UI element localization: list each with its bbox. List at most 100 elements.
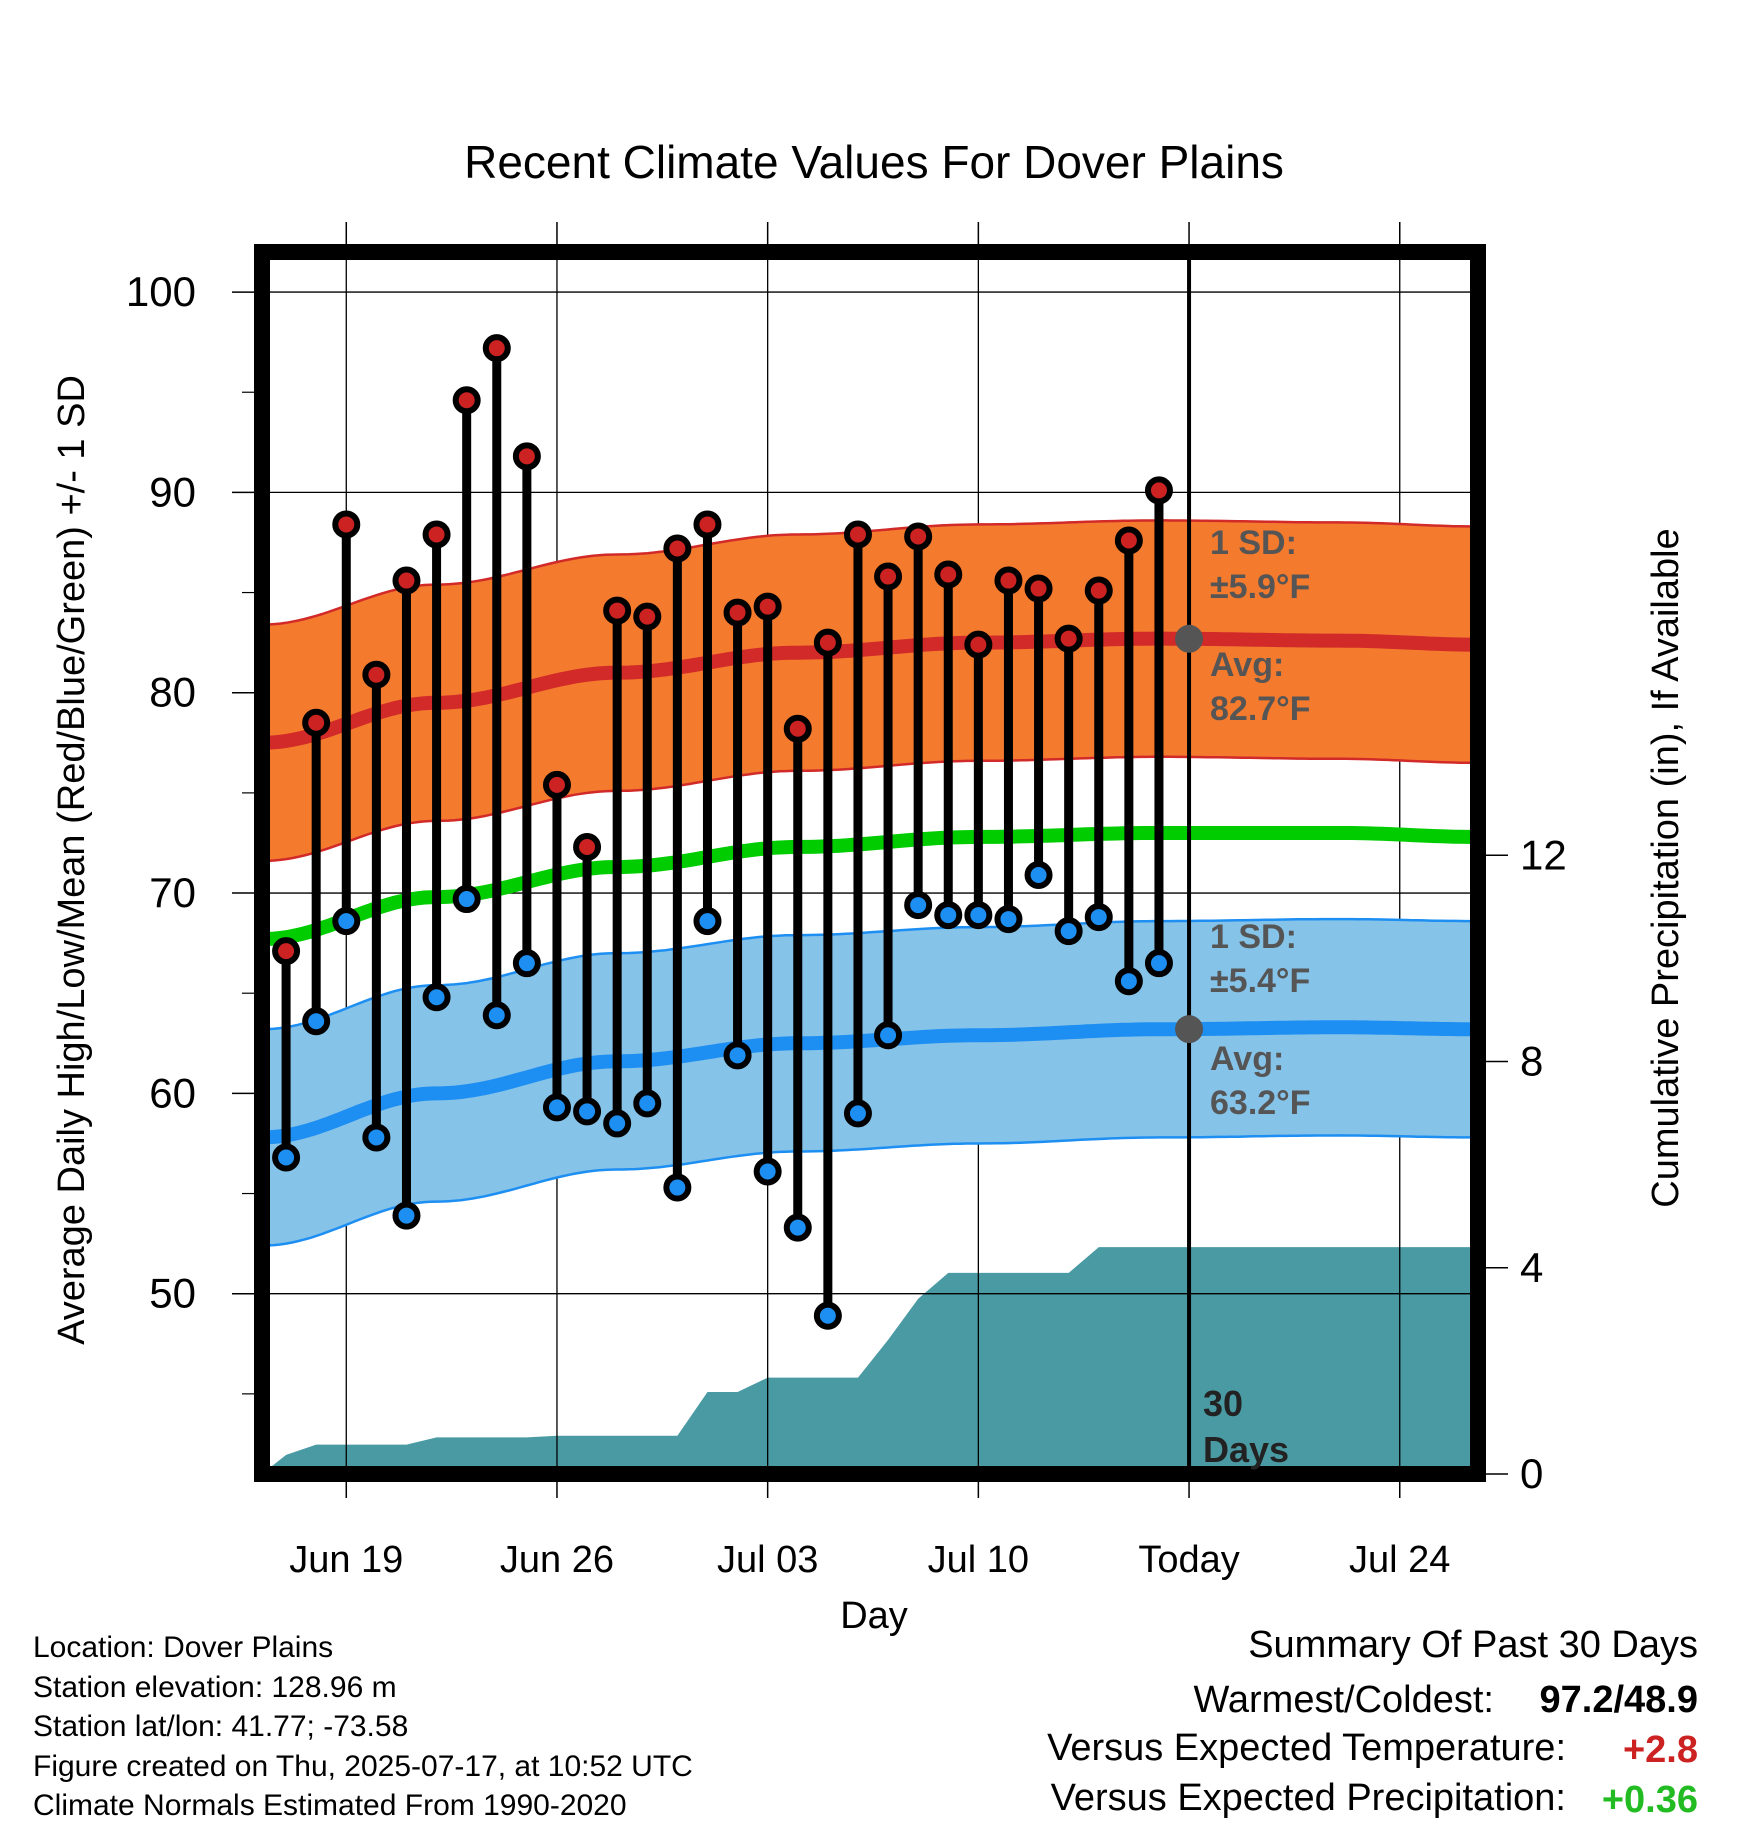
daily-high-point bbox=[1114, 526, 1143, 555]
avg-low-line bbox=[262, 1020, 1478, 1145]
daily-high-point bbox=[1084, 576, 1113, 605]
daily-high-point bbox=[994, 566, 1023, 595]
high-sd-label: 1 SD: bbox=[1210, 524, 1297, 562]
x-tick-label: Today bbox=[1138, 1539, 1239, 1581]
daily-high-point bbox=[964, 630, 993, 659]
station-info: Location: Dover Plains Station elevation… bbox=[33, 1631, 693, 1822]
daily-low-point bbox=[542, 1093, 571, 1122]
daily-low-point bbox=[783, 1213, 812, 1242]
days-number: 30 bbox=[1203, 1383, 1243, 1424]
daily-low-point bbox=[904, 891, 933, 920]
x-tick-label: Jul 10 bbox=[928, 1539, 1029, 1581]
plot-area bbox=[262, 252, 1478, 1474]
footer-elevation: Station elevation: 128.96 m bbox=[33, 1671, 397, 1704]
daily-low-point bbox=[693, 907, 722, 936]
daily-high-point bbox=[1024, 574, 1053, 603]
chart-title: Recent Climate Values For Dover Plains bbox=[464, 136, 1284, 188]
y-right-tick-label: 12 bbox=[1520, 831, 1567, 878]
daily-high-point bbox=[573, 832, 602, 861]
daily-low-point bbox=[1054, 917, 1083, 946]
daily-high-point bbox=[843, 520, 872, 549]
y-axis-right-label: Cumulative Precipitation (in), If Availa… bbox=[1645, 528, 1687, 1207]
daily-high-point bbox=[633, 602, 662, 631]
daily-high-point bbox=[934, 560, 963, 589]
low-avg-label: Avg: bbox=[1210, 1040, 1284, 1078]
today-avg-low-marker bbox=[1175, 1015, 1204, 1044]
y-left-tick-label: 60 bbox=[149, 1069, 196, 1116]
daily-high-point bbox=[663, 534, 692, 563]
daily-low-point bbox=[573, 1097, 602, 1126]
low-sd-band bbox=[262, 919, 1478, 1246]
daily-low-point bbox=[1024, 861, 1053, 890]
y-left-tick-label: 100 bbox=[126, 268, 196, 315]
x-axis-label: Day bbox=[840, 1595, 908, 1637]
y-left-tick-label: 50 bbox=[149, 1270, 196, 1317]
daily-low-point bbox=[874, 1021, 903, 1050]
summary-title: Summary Of Past 30 Days bbox=[1248, 1624, 1698, 1666]
daily-high-point bbox=[392, 566, 421, 595]
plot-content bbox=[262, 252, 1478, 1474]
daily-low-point bbox=[422, 983, 451, 1012]
low-sd-value: ±5.4°F bbox=[1210, 962, 1310, 1000]
daily-low-point bbox=[1084, 903, 1113, 932]
daily-high-point bbox=[332, 510, 361, 539]
daily-low-point bbox=[362, 1123, 391, 1152]
daily-high-point bbox=[422, 520, 451, 549]
annotations: 1 SD: ±5.9°F Avg: 82.7°F 1 SD: ±5.4°F Av… bbox=[1210, 524, 1311, 1122]
daily-low-point bbox=[663, 1173, 692, 1202]
daily-high-point bbox=[904, 522, 933, 551]
daily-high-point bbox=[272, 937, 301, 966]
daily-high-point bbox=[1054, 624, 1083, 653]
daily-high-point bbox=[874, 562, 903, 591]
daily-high-point bbox=[482, 334, 511, 363]
footer-location: Location: Dover Plains bbox=[33, 1631, 333, 1664]
summary-warmest-value: 97.2/48.9 bbox=[1540, 1679, 1698, 1721]
y-right-tick-label: 4 bbox=[1520, 1244, 1543, 1291]
daily-low-point bbox=[603, 1109, 632, 1138]
daily-low-point bbox=[1114, 967, 1143, 996]
daily-low-point bbox=[302, 1007, 331, 1036]
daily-high-point bbox=[1144, 476, 1173, 505]
daily-low-point bbox=[934, 901, 963, 930]
high-avg-label: Avg: bbox=[1210, 646, 1284, 684]
daily-low-point bbox=[964, 901, 993, 930]
daily-low-point bbox=[1144, 949, 1173, 978]
plot-frame bbox=[254, 244, 1486, 1482]
summary-precip-value: +0.36 bbox=[1602, 1779, 1698, 1821]
daily-low-point bbox=[753, 1157, 782, 1186]
x-tick-label: Jul 03 bbox=[717, 1539, 818, 1581]
low-sd-lower-line bbox=[262, 1134, 1478, 1247]
daily-high-point bbox=[603, 596, 632, 625]
today-avg-high-marker bbox=[1175, 624, 1204, 653]
y-left-tick-label: 80 bbox=[149, 669, 196, 716]
days-annotation: 30 Days bbox=[1203, 1383, 1289, 1470]
daily-high-point bbox=[693, 510, 722, 539]
x-tick-label: Jul 24 bbox=[1349, 1539, 1450, 1581]
daily-high-point bbox=[362, 660, 391, 689]
summary-temp-value: +2.8 bbox=[1623, 1729, 1698, 1771]
daily-low-point bbox=[452, 885, 481, 914]
daily-low-point bbox=[633, 1089, 662, 1118]
high-sd-value: ±5.9°F bbox=[1210, 568, 1310, 606]
y-right-tick-label: 8 bbox=[1520, 1038, 1543, 1085]
daily-low-point bbox=[813, 1301, 842, 1330]
x-tick-label: Jun 26 bbox=[500, 1539, 614, 1581]
daily-low-point bbox=[482, 1001, 511, 1030]
low-sd-upper-line bbox=[262, 917, 1478, 1031]
footer-normals: Climate Normals Estimated From 1990-2020 bbox=[33, 1789, 627, 1822]
y-left-tick-label: 70 bbox=[149, 869, 196, 916]
high-avg-value: 82.7°F bbox=[1210, 690, 1311, 728]
precipitation-area bbox=[262, 1247, 1478, 1474]
daily-high-point bbox=[542, 770, 571, 799]
summary-warmest-label: Warmest/Coldest: bbox=[1193, 1679, 1494, 1721]
daily-low-point bbox=[723, 1041, 752, 1070]
daily-low-point bbox=[332, 907, 361, 936]
footer-latlon: Station lat/lon: 41.77; -73.58 bbox=[33, 1710, 408, 1743]
daily-high-point bbox=[723, 598, 752, 627]
daily-high-point bbox=[512, 442, 541, 471]
footer-created: Figure created on Thu, 2025-07-17, at 10… bbox=[33, 1750, 693, 1783]
daily-low-point bbox=[994, 905, 1023, 934]
y-left-tick-label: 90 bbox=[149, 468, 196, 515]
days-label: Days bbox=[1203, 1429, 1289, 1470]
